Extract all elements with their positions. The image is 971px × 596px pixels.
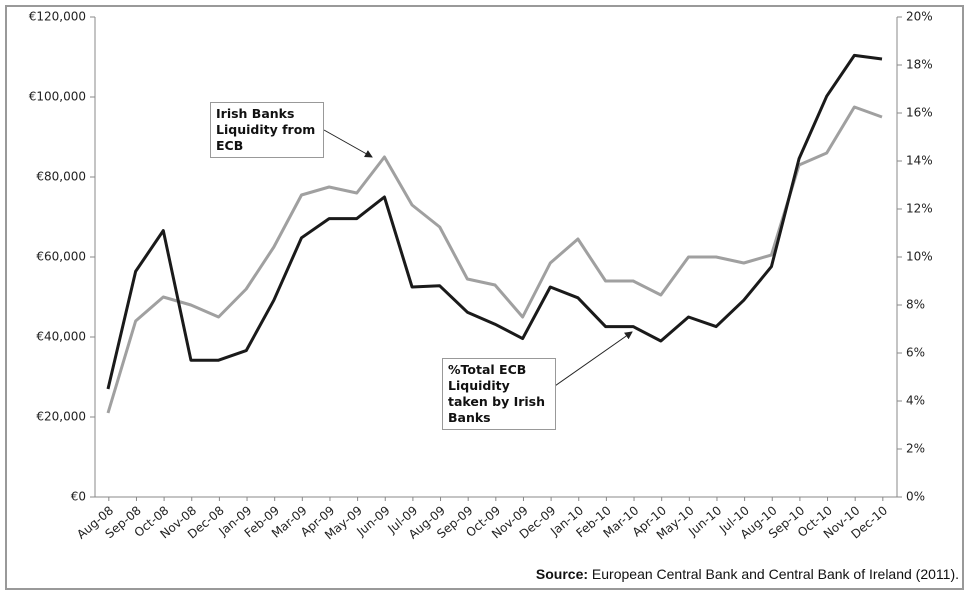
y2-tick-label: 20% [906,10,933,24]
y-tick-label: €100,000 [29,90,86,104]
y-tick-label: €40,000 [36,330,86,344]
y2-tick-label: 0% [906,490,925,504]
y2-tick-label: 10% [906,250,933,264]
source-label: Source: [535,566,589,582]
y2-tick-label: 16% [906,106,933,120]
y-tick-label: €120,000 [29,10,86,24]
series-label: %Total ECB Liquidity taken by Irish Bank… [442,358,556,430]
y2-tick-label: 2% [906,442,925,456]
y-tick-label: €0 [71,490,86,504]
series-label: Irish Banks Liquidity from ECB [210,102,324,158]
series-line [106,53,883,390]
y2-tick-label: 8% [906,298,925,312]
y-tick-label: €80,000 [36,170,86,184]
y2-tick-label: 14% [906,154,933,168]
y2-tick-label: 6% [906,346,925,360]
annotation-arrow [323,129,373,158]
y2-tick-label: 12% [906,202,933,216]
y-tick-label: €20,000 [36,410,86,424]
y2-tick-label: 4% [906,394,925,408]
y2-tick-label: 18% [906,58,933,72]
series-line [106,105,883,414]
source: Source: European Central Bank and Centra… [536,566,959,582]
y-tick-label: €60,000 [36,250,86,264]
frame [5,5,964,590]
source-text: European Central Bank and Central Bank o… [591,566,959,582]
annotation-arrow [551,331,633,389]
